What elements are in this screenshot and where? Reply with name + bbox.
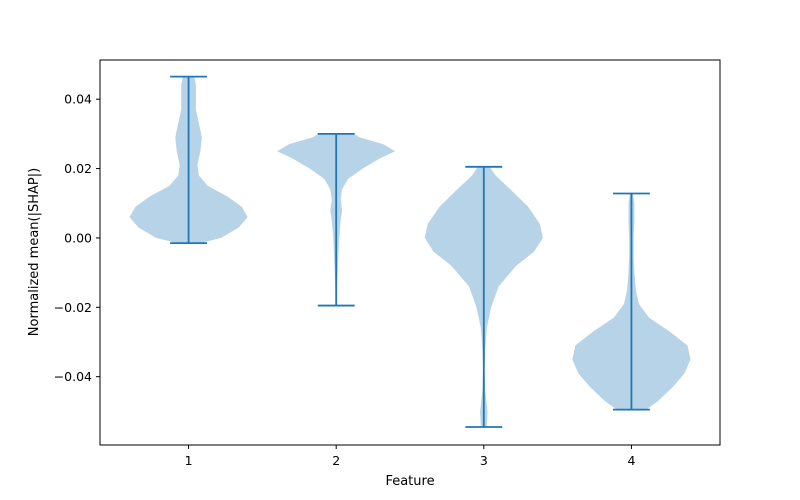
violin-feature-1	[129, 75, 248, 245]
y-tick-label: −0.04	[54, 369, 92, 384]
y-tick-label: −0.02	[54, 300, 92, 315]
violin-feature-4	[572, 192, 691, 411]
violins-layer	[129, 75, 691, 428]
violin-feature-3	[424, 165, 543, 428]
x-tick-label: 4	[627, 453, 635, 468]
x-tick-label: 2	[332, 453, 340, 468]
y-tick-label: 0.02	[64, 161, 92, 176]
x-tick-label: 1	[185, 453, 193, 468]
ticks-layer: 1 2 3 4 −0.04 −0.02 0.00 0.02 0.04	[54, 92, 636, 468]
x-tick-label: 3	[480, 453, 488, 468]
violin-feature-2	[277, 132, 396, 307]
y-axis-label: Normalized mean(|SHAP|)	[27, 168, 42, 336]
y-tick-label: 0.00	[64, 230, 92, 245]
y-tick-label: 0.04	[64, 92, 92, 107]
plot-frame	[99, 59, 721, 446]
x-axis-label: Feature	[385, 474, 434, 489]
